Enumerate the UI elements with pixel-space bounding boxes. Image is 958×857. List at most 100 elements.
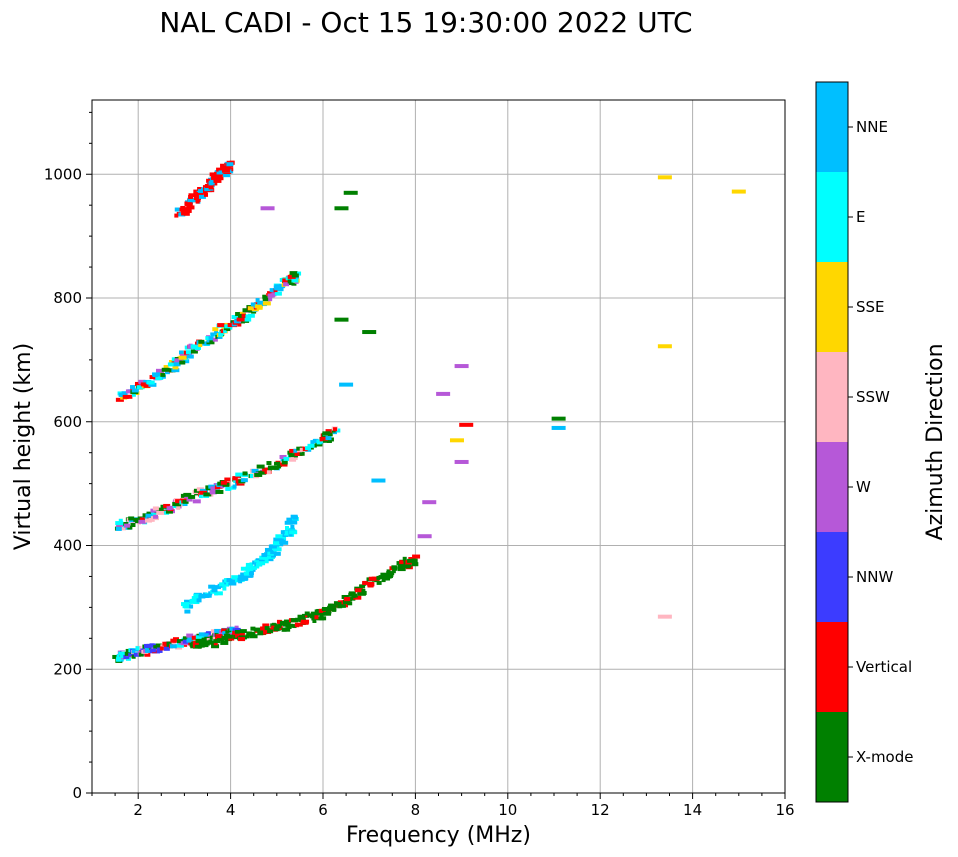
data-point	[283, 282, 290, 287]
x-tick-label-5: 12	[591, 801, 610, 819]
data-point	[148, 382, 157, 387]
data-point	[280, 462, 288, 467]
data-point	[146, 380, 155, 385]
data-point	[297, 614, 306, 619]
data-point	[176, 643, 184, 648]
data-point	[272, 541, 280, 546]
data-point	[657, 175, 672, 180]
data-point	[245, 567, 250, 572]
data-point	[238, 637, 246, 642]
data-point	[407, 558, 413, 563]
data-point	[226, 327, 231, 332]
data-point	[351, 594, 356, 599]
data-point	[186, 205, 195, 210]
data-point	[284, 530, 289, 535]
data-point	[163, 646, 170, 651]
data-point	[392, 566, 398, 571]
data-point	[235, 472, 244, 477]
data-point	[242, 308, 249, 313]
data-point	[198, 594, 206, 599]
data-point	[276, 619, 282, 624]
data-point	[115, 397, 124, 402]
data-point	[288, 532, 293, 537]
data-point	[155, 368, 164, 373]
x-tick-label-2: 6	[318, 801, 328, 819]
data-point	[245, 562, 253, 567]
data-point	[247, 306, 255, 311]
data-point	[341, 594, 349, 599]
data-point	[169, 359, 175, 364]
data-point	[254, 304, 263, 309]
data-point	[293, 275, 300, 280]
data-point	[345, 597, 351, 602]
data-point	[280, 540, 289, 545]
data-point	[251, 468, 259, 473]
data-point	[156, 648, 163, 653]
data-point	[169, 644, 177, 649]
colorbar-label-2: NNW	[856, 568, 893, 586]
data-point	[159, 646, 164, 651]
data-point	[171, 368, 180, 373]
data-point	[282, 627, 291, 632]
data-point	[333, 427, 338, 432]
data-point	[325, 429, 332, 434]
data-point	[183, 492, 192, 497]
colorbar-label-6: E	[856, 208, 865, 226]
data-point	[342, 600, 350, 605]
data-point	[198, 632, 207, 637]
data-point	[194, 345, 201, 350]
data-point	[185, 350, 191, 355]
colorbar-label-5: SSE	[856, 298, 885, 316]
data-point	[657, 614, 672, 619]
data-point	[293, 448, 298, 453]
data-point	[216, 174, 223, 179]
data-point	[260, 626, 269, 631]
data-point	[183, 359, 190, 364]
data-point	[229, 626, 236, 631]
data-point	[449, 438, 464, 443]
data-point	[212, 585, 221, 590]
data-point	[227, 323, 232, 328]
data-point	[239, 632, 245, 637]
data-point	[187, 636, 194, 641]
data-point	[187, 198, 196, 203]
data-point	[213, 181, 218, 186]
data-point	[274, 545, 280, 550]
data-point	[258, 470, 267, 475]
data-point	[397, 565, 402, 570]
data-point	[247, 313, 255, 318]
data-point	[274, 624, 282, 629]
data-point	[208, 336, 214, 341]
data-point	[209, 490, 217, 495]
data-point	[138, 652, 144, 657]
data-point	[133, 652, 141, 657]
data-point	[178, 355, 187, 360]
data-point	[138, 519, 147, 524]
data-point	[190, 644, 196, 649]
data-point	[357, 591, 366, 596]
data-point	[267, 629, 274, 634]
data-point	[195, 638, 203, 643]
x-tick-label-1: 4	[226, 801, 236, 819]
data-point	[332, 607, 337, 612]
data-point	[262, 301, 271, 306]
data-point	[222, 173, 230, 178]
data-point	[411, 562, 418, 567]
data-point	[323, 611, 332, 616]
data-point	[152, 511, 158, 516]
data-point	[318, 611, 326, 616]
y-tick-label-1: 200	[53, 660, 82, 678]
y-tick-label-2: 400	[53, 537, 82, 555]
data-point	[134, 381, 141, 386]
data-point	[208, 185, 214, 190]
data-point	[218, 170, 223, 175]
data-point	[257, 561, 266, 566]
data-point	[205, 631, 211, 636]
data-point	[188, 494, 196, 499]
data-point	[145, 513, 154, 518]
data-point	[277, 464, 282, 469]
data-point	[221, 326, 227, 331]
data-point	[241, 313, 246, 318]
data-point	[396, 561, 401, 566]
data-point	[153, 514, 159, 519]
